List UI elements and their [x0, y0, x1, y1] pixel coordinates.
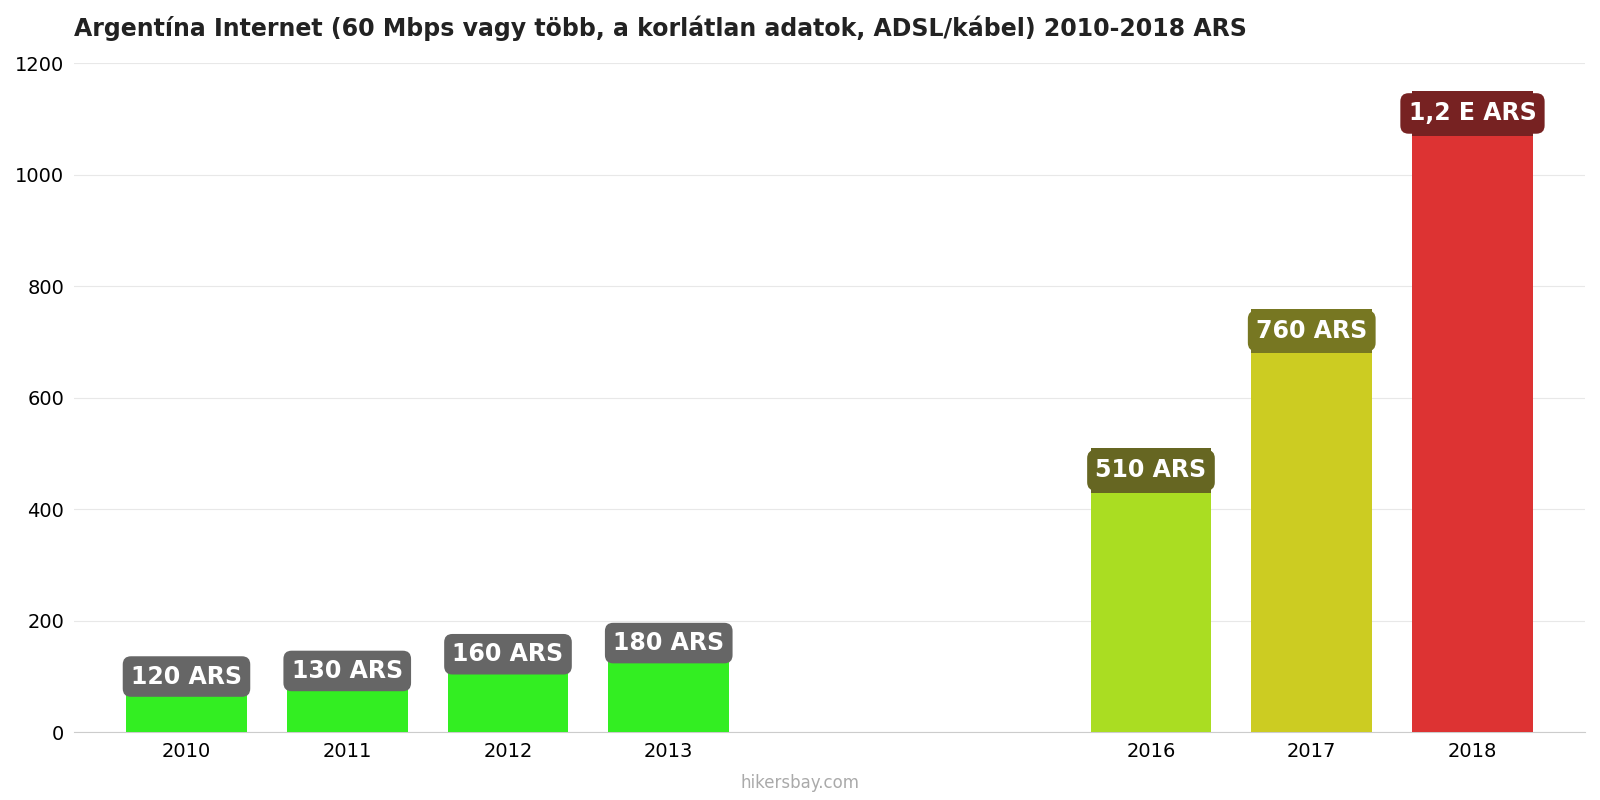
Bar	[1251, 309, 1373, 353]
Bar	[286, 660, 408, 682]
Bar	[1091, 448, 1211, 493]
Bar	[608, 632, 730, 654]
Bar	[1091, 448, 1211, 732]
Text: 510 ARS: 510 ARS	[1096, 458, 1206, 482]
Text: 180 ARS: 180 ARS	[613, 631, 725, 655]
Bar	[608, 632, 730, 732]
Text: 1,2 E ARS: 1,2 E ARS	[1408, 102, 1536, 126]
Bar	[1251, 309, 1373, 732]
Bar	[126, 666, 246, 688]
Bar	[286, 660, 408, 732]
Text: Argentína Internet (60 Mbps vagy több, a korlátlan adatok, ADSL/kábel) 2010-2018: Argentína Internet (60 Mbps vagy több, a…	[74, 15, 1246, 41]
Text: 160 ARS: 160 ARS	[453, 642, 563, 666]
Text: 760 ARS: 760 ARS	[1256, 319, 1368, 343]
Text: 120 ARS: 120 ARS	[131, 665, 242, 689]
Bar	[448, 643, 568, 666]
Text: hikersbay.com: hikersbay.com	[741, 774, 859, 792]
Text: 130 ARS: 130 ARS	[291, 659, 403, 683]
Bar	[1413, 91, 1533, 136]
Bar	[1413, 91, 1533, 732]
Bar	[126, 666, 246, 732]
Bar	[448, 643, 568, 732]
